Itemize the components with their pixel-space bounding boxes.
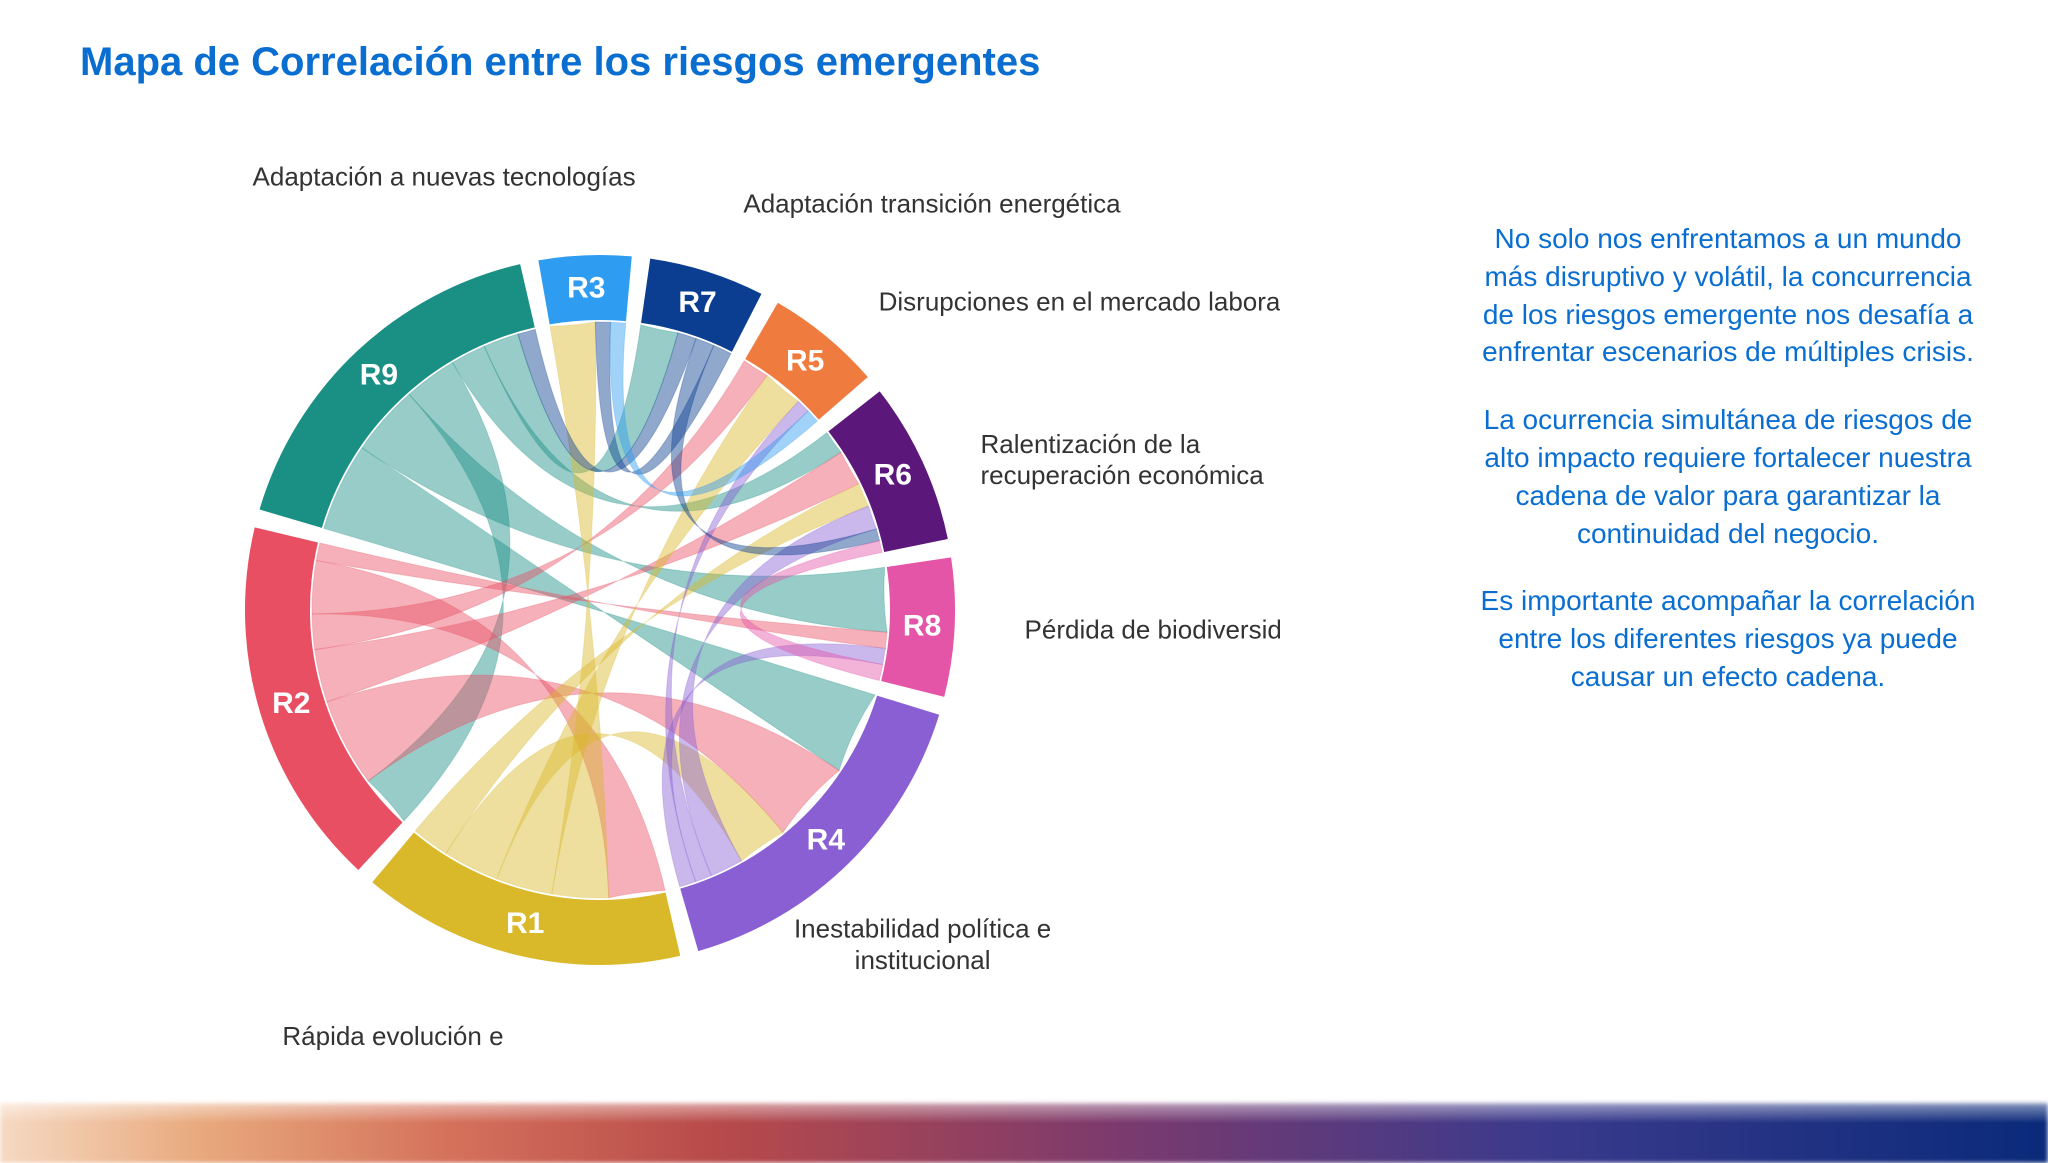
page-title: Mapa de Correlación entre los riesgos em… <box>80 40 1040 85</box>
chord-diagram: R3 Adaptación a nuevas tecnologías R7 Adapt… <box>80 150 1280 1050</box>
arc-code-label: R3 <box>567 271 605 304</box>
arc-code-label: R1 <box>506 907 544 940</box>
side-paragraph: No solo nos enfrentamos a un mundo más d… <box>1468 220 1988 371</box>
arc-code-label: R6 <box>874 458 912 491</box>
chord-arcs: R3 Adaptación a nuevas tecnologías R7 Adapt… <box>80 161 1280 1050</box>
side-commentary: No solo nos enfrentamos a un mundo más d… <box>1468 220 1988 726</box>
arc-external-label: Disrupciones en el mercado laboral <box>879 287 1280 317</box>
arc-external-label: Rápida evolución eimpacto de la IA <box>282 1021 503 1050</box>
arc-external-label: Ralentización de larecuperación económic… <box>980 429 1264 490</box>
arc-external-label: Inestabilidad política einstitucional <box>794 914 1051 975</box>
side-paragraph: Es importante acompañar la correlación e… <box>1468 582 1988 695</box>
arc-external-label: Adaptación a nuevas tecnologías <box>253 161 636 191</box>
arc-external-label: Pérdida de biodiversidad <box>1025 614 1280 644</box>
arc-code-label: R9 <box>360 359 398 392</box>
footer-gradient-bar <box>0 1103 2048 1163</box>
arc-external-label: Adaptación transición energética <box>743 189 1121 219</box>
side-paragraph: La ocurrencia simultánea de riesgos de a… <box>1468 401 1988 552</box>
arc-code-label: R4 <box>807 824 846 857</box>
arc-code-label: R7 <box>678 286 716 319</box>
chord-ribbons <box>312 322 887 898</box>
arc-code-label: R5 <box>786 345 824 378</box>
arc-code-label: R8 <box>903 609 941 642</box>
arc-code-label: R2 <box>272 687 310 720</box>
